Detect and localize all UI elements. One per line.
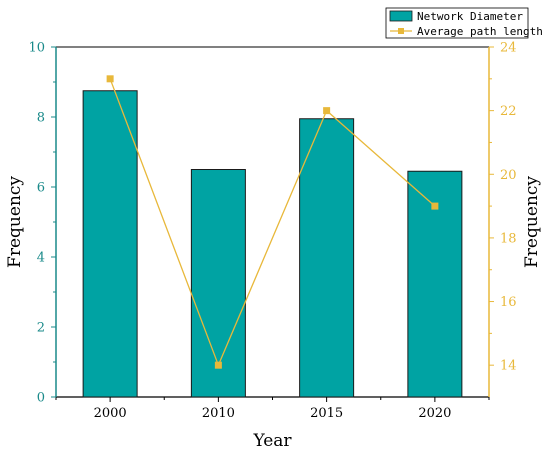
left-y-tick-label: 6 [37,181,45,196]
right-y-tick-label: 16 [500,295,517,310]
left-y-tick-label: 2 [37,321,45,336]
legend-swatch-network-diameter [389,10,413,22]
right-y-tick-label: 22 [500,104,517,119]
right-y-axis-ticks: 14 16 18 20 22 24 [489,41,517,374]
left-y-axis-ticks: 0 2 4 6 8 10 [28,41,56,406]
bar-2000 [82,90,138,398]
point-2015 [323,107,331,115]
line-average-path-length [109,78,436,367]
bar-series [82,90,463,398]
legend: Network Diameter Average path length [385,7,543,39]
right-y-tick-label: 20 [500,168,517,183]
right-y-tick-label: 24 [500,41,517,56]
x-axis-title: Year [252,431,292,451]
legend-label-average-path-length: Average path length [417,25,543,38]
x-tick-label: 2015 [310,406,343,421]
x-tick-label: 2000 [94,406,127,421]
bar-2015 [299,118,355,398]
legend-label-network-diameter: Network Diameter [417,10,523,23]
bar-2010 [190,169,246,398]
left-y-tick-label: 8 [37,111,45,126]
point-2020 [431,202,439,210]
x-tick-label: 2010 [202,406,235,421]
right-y-tick-label: 18 [500,231,517,246]
left-y-axis-title: Frequency [5,176,25,268]
left-y-tick-label: 0 [37,391,45,406]
line-series [106,75,439,369]
point-2010 [214,361,222,369]
right-y-axis-title: Frequency [522,176,542,268]
x-tick-label: 2020 [418,406,451,421]
point-2000 [106,75,114,83]
left-y-tick-label: 10 [28,41,45,56]
left-y-tick-label: 4 [37,251,45,266]
right-y-tick-label: 14 [500,359,517,374]
x-axis-ticks: 2000 2010 2015 2020 [55,397,490,421]
legend-swatch-marker-average-path-length [398,28,404,34]
